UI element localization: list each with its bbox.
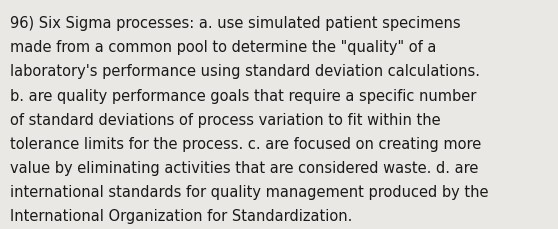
Text: 96) Six Sigma processes: a. use simulated patient specimens: 96) Six Sigma processes: a. use simulate… (10, 16, 461, 31)
Text: of standard deviations of process variation to fit within the: of standard deviations of process variat… (10, 112, 441, 127)
Text: International Organization for Standardization.: International Organization for Standardi… (10, 208, 353, 223)
Text: b. are quality performance goals that require a specific number: b. are quality performance goals that re… (10, 88, 477, 103)
Text: laboratory's performance using standard deviation calculations.: laboratory's performance using standard … (10, 64, 480, 79)
Text: tolerance limits for the process. c. are focused on creating more: tolerance limits for the process. c. are… (10, 136, 482, 151)
Text: value by eliminating activities that are considered waste. d. are: value by eliminating activities that are… (10, 160, 478, 175)
Text: international standards for quality management produced by the: international standards for quality mana… (10, 184, 489, 199)
Text: made from a common pool to determine the "quality" of a: made from a common pool to determine the… (10, 40, 436, 55)
